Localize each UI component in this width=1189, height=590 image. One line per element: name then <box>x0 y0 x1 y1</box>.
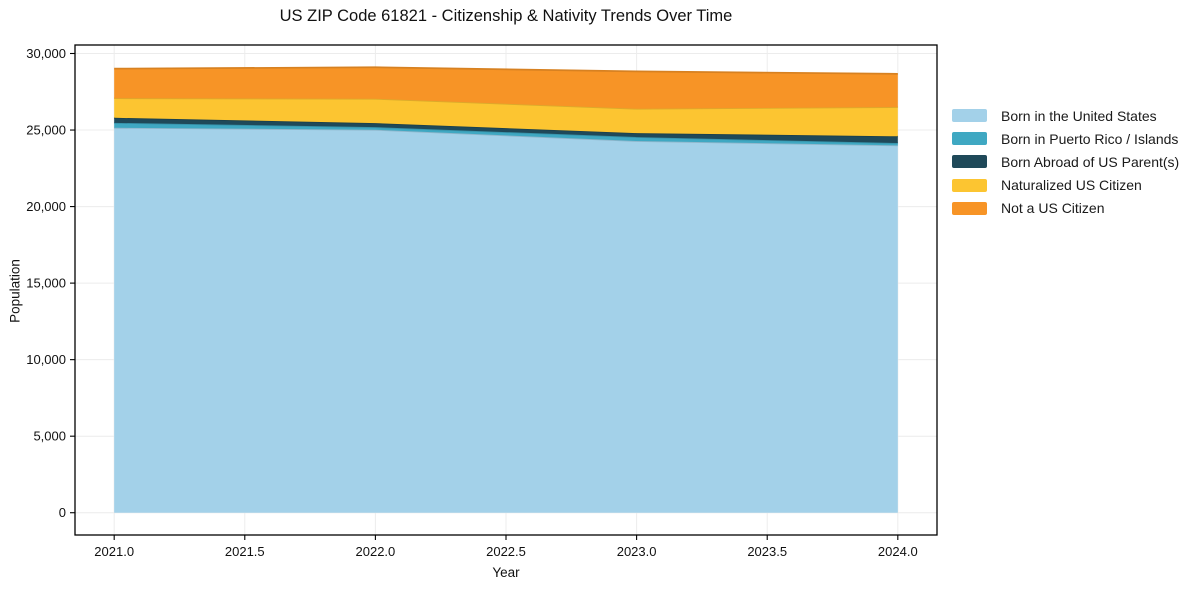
y-tick-label: 5,000 <box>33 429 66 444</box>
x-tick-label: 2021.0 <box>94 544 134 559</box>
chart-title: US ZIP Code 61821 - Citizenship & Nativi… <box>279 7 733 25</box>
area-edge-not-a-us-citizen <box>114 66 898 75</box>
y-tick-label: 0 <box>59 505 66 520</box>
y-tick-label: 30,000 <box>26 46 66 61</box>
x-tick-label: 2021.5 <box>225 544 265 559</box>
legend-item-born-in-puerto-rico-islands: Born in Puerto Rico / Islands <box>952 127 1179 150</box>
legend-item-not-a-us-citizen: Not a US Citizen <box>952 197 1179 220</box>
legend-item-born-abroad-of-us-parent-s: Born Abroad of US Parent(s) <box>952 150 1179 173</box>
area-edge-born-in-puerto-rico-islands <box>114 121 898 144</box>
area-born-in-the-united-states <box>114 127 898 513</box>
legend-item-naturalized-us-citizen: Naturalized US Citizen <box>952 174 1179 197</box>
x-tick-label: 2023.5 <box>747 544 787 559</box>
legend-label: Naturalized US Citizen <box>1001 177 1142 194</box>
legend-label: Not a US Citizen <box>1001 200 1105 217</box>
legend: Born in the United States Born in Puerto … <box>952 104 1179 220</box>
legend-swatch <box>952 201 987 215</box>
legend-label: Born in the United States <box>1001 107 1157 124</box>
legend-swatch <box>952 132 987 146</box>
x-axis-label: Year <box>492 565 520 580</box>
legend-swatch <box>952 155 987 169</box>
area-not-a-us-citizen <box>114 67 898 109</box>
x-tick-label: 2023.0 <box>617 544 657 559</box>
y-tick-label: 15,000 <box>26 276 66 291</box>
legend-swatch <box>952 109 987 123</box>
x-tick-label: 2022.0 <box>356 544 396 559</box>
y-tick-label: 20,000 <box>26 199 66 214</box>
y-tick-label: 25,000 <box>26 123 66 138</box>
legend-label: Born Abroad of US Parent(s) <box>1001 153 1180 170</box>
x-tick-label: 2022.5 <box>486 544 526 559</box>
y-tick-label: 10,000 <box>26 352 66 367</box>
area-naturalized-us-citizen <box>114 98 898 137</box>
legend-swatch <box>952 178 987 192</box>
legend-item-born-in-the-united-states: Born in the United States <box>952 104 1179 127</box>
y-axis-label: Population <box>7 259 23 323</box>
x-tick-label: 2024.0 <box>878 544 918 559</box>
area-born-abroad-of-us-parent-s <box>114 117 898 144</box>
legend-label: Born in Puerto Rico / Islands <box>1001 130 1179 147</box>
area-born-in-puerto-rico-islands <box>114 122 898 146</box>
